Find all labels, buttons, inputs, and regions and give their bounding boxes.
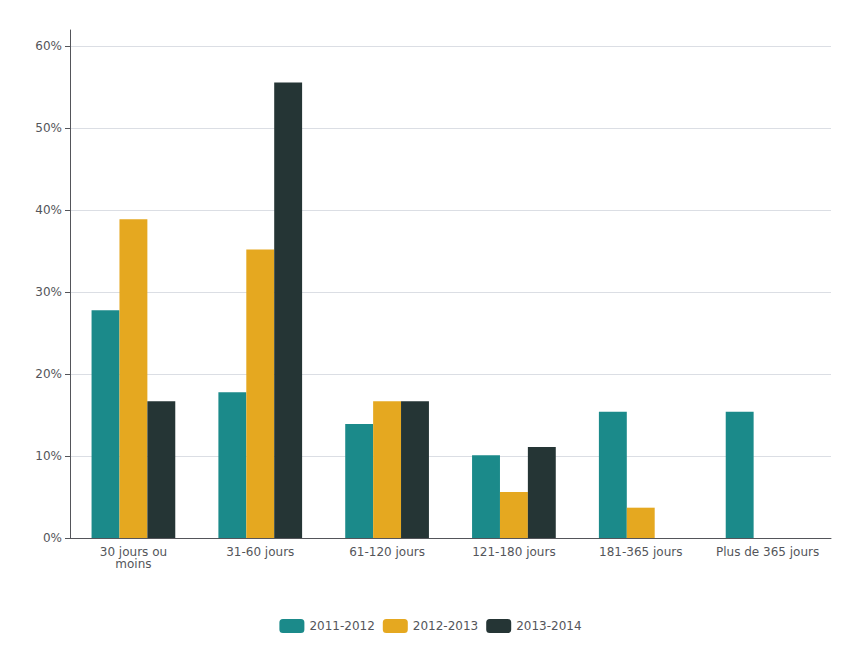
svg-text:40%: 40% <box>35 203 62 217</box>
svg-text:moins: moins <box>115 557 151 571</box>
svg-text:60%: 60% <box>35 39 62 53</box>
svg-text:181-365 jours: 181-365 jours <box>599 545 682 559</box>
svg-text:0%: 0% <box>43 531 62 545</box>
svg-text:61-120 jours: 61-120 jours <box>349 545 425 559</box>
svg-text:30 jours ou: 30 jours ou <box>99 545 168 559</box>
svg-text:10%: 10% <box>35 449 62 463</box>
svg-text:121-180 jours: 121-180 jours <box>472 545 555 559</box>
svg-text:2011-2012: 2011-2012 <box>309 619 374 633</box>
svg-text:30%: 30% <box>35 285 62 299</box>
svg-text:31-60 jours: 31-60 jours <box>226 545 294 559</box>
svg-text:2013-2014: 2013-2014 <box>516 619 581 633</box>
svg-text:Plus de 365 jours: Plus de 365 jours <box>716 545 819 559</box>
svg-text:2012-2013: 2012-2013 <box>413 619 478 633</box>
svg-text:50%: 50% <box>35 121 62 135</box>
svg-text:20%: 20% <box>35 367 62 381</box>
